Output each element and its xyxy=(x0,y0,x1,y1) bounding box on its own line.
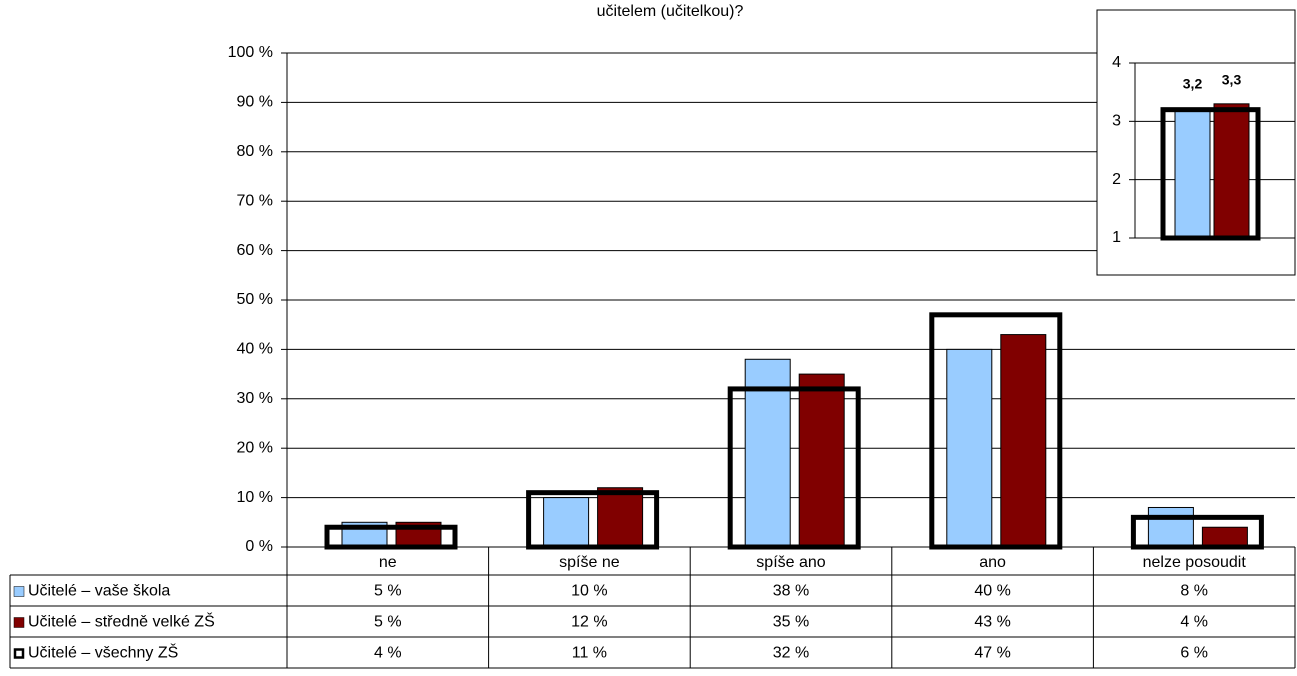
bar-outline xyxy=(1160,107,1261,241)
legend-label: Učitelé – středně velké ZŠ xyxy=(28,612,215,631)
bar xyxy=(946,348,993,548)
table-value: 8 % xyxy=(1180,583,1208,600)
chart-title: učitelem (učitelkou)? xyxy=(597,3,744,20)
y-tick-label: 10 % xyxy=(237,489,273,506)
y-tick-label: 4 xyxy=(1112,54,1121,71)
y-tick-label: 50 % xyxy=(237,291,273,308)
x-tick-label: spíše ne xyxy=(559,554,620,571)
y-tick-label: 1 xyxy=(1112,229,1121,246)
y-tick-label: 0 % xyxy=(245,538,273,555)
bar xyxy=(1213,103,1250,239)
table-value: 40 % xyxy=(974,583,1010,600)
data-label: 3,2 xyxy=(1183,76,1203,92)
bar xyxy=(543,497,590,548)
table-value: 10 % xyxy=(571,583,607,600)
y-tick-label: 70 % xyxy=(237,192,273,209)
table-value: 4 % xyxy=(374,645,402,662)
x-tick-label: spíše ano xyxy=(756,554,825,571)
legend-swatch xyxy=(13,617,25,628)
table-value: 12 % xyxy=(571,614,607,631)
bar xyxy=(597,487,644,548)
bar xyxy=(1174,109,1211,239)
legend-swatch xyxy=(13,586,25,597)
table-value: 6 % xyxy=(1180,645,1208,662)
x-tick-label: ne xyxy=(379,554,397,571)
table-value: 11 % xyxy=(572,645,607,662)
bar xyxy=(1000,334,1047,548)
table-value: 4 % xyxy=(1180,614,1208,631)
y-tick-label: 3 xyxy=(1112,113,1121,130)
legend-swatch xyxy=(13,648,25,659)
bar xyxy=(798,373,845,548)
table-value: 47 % xyxy=(974,645,1010,662)
x-tick-label: nelze posoudit xyxy=(1143,554,1247,571)
table-value: 5 % xyxy=(374,614,402,631)
y-tick-label: 90 % xyxy=(237,94,273,111)
data-label: 3,3 xyxy=(1222,72,1242,88)
y-tick-label: 60 % xyxy=(237,242,273,259)
bar xyxy=(1147,506,1194,548)
bar xyxy=(1201,526,1248,548)
table-value: 43 % xyxy=(974,614,1010,631)
legend-label: Učitelé – všechny ZŠ xyxy=(28,643,178,662)
x-tick-label: ano xyxy=(979,554,1006,571)
table-value: 32 % xyxy=(773,645,809,662)
table-value: 35 % xyxy=(773,614,809,631)
y-tick-label: 30 % xyxy=(237,390,273,407)
table-value: 38 % xyxy=(773,583,809,600)
y-tick-label: 40 % xyxy=(237,341,273,358)
y-tick-label: 80 % xyxy=(237,143,273,160)
legend-label: Učitelé – vaše škola xyxy=(28,583,170,600)
y-tick-label: 100 % xyxy=(228,44,273,61)
y-tick-label: 20 % xyxy=(237,439,273,456)
y-tick-label: 2 xyxy=(1112,171,1121,188)
table-value: 5 % xyxy=(374,583,402,600)
